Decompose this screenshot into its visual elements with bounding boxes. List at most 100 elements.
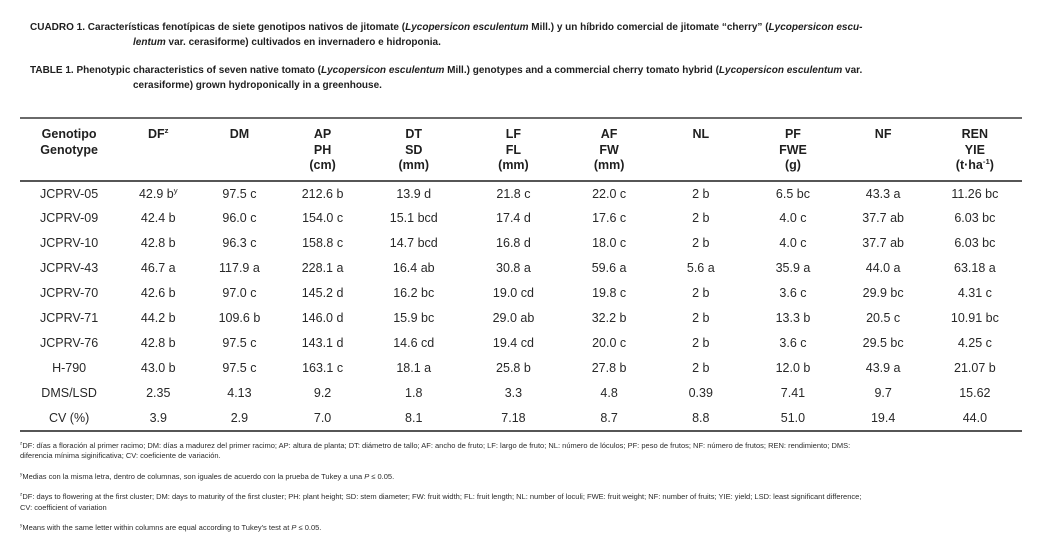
value-cell: 42.6 b xyxy=(140,286,176,300)
value-cell: 4.0 c xyxy=(779,236,807,250)
value-cell: 154.0 c xyxy=(302,211,344,225)
value-cell: 109.6 b xyxy=(218,311,261,325)
value-cell: 163.1 c xyxy=(302,361,344,375)
value-cell: 46.7 a xyxy=(140,261,176,275)
value-cell: 158.8 c xyxy=(302,236,344,250)
value-cell: 7.41 xyxy=(780,386,806,400)
table-row: JCPRV-76 42.8 b 97.5 c 143.1 d 14.6 cd 19.4 c… xyxy=(20,331,1022,356)
value-cell: 3.3 xyxy=(504,386,523,400)
value-cell: 3.9 xyxy=(149,410,167,425)
value-cell: 2 b xyxy=(692,236,710,250)
value-cell: 12.0 b xyxy=(775,361,811,375)
value-cell: 44.0 xyxy=(962,410,988,425)
value-cell: 15.62 xyxy=(959,386,991,400)
value-cell: 16.2 bc xyxy=(393,286,435,300)
value-cell: 3.6 c xyxy=(779,336,807,350)
value-cell: 2 b xyxy=(692,311,710,325)
genotype-cell: JCPRV-43 xyxy=(40,261,99,275)
table-row: JCPRV-70 42.6 b 97.0 c 145.2 d 16.2 bc 19.0 c… xyxy=(20,281,1022,306)
value-cell: 19.8 c xyxy=(592,286,627,300)
value-cell: 21.07 b xyxy=(954,361,996,375)
value-cell: 20.5 c xyxy=(866,311,901,325)
value-cell: 143.1 d xyxy=(301,336,344,350)
value-cell: 8.7 xyxy=(600,410,618,425)
table-row: JCPRV-71 44.2 b 109.6 b 146.0 d 15.9 bc 29.0 … xyxy=(20,306,1022,331)
value-cell: 8.1 xyxy=(405,410,423,425)
value-cell: 27.8 b xyxy=(591,361,627,375)
value-cell: 29.9 bc xyxy=(862,286,904,300)
value-cell: 25.8 b xyxy=(496,361,531,375)
value-cell: 15.9 bc xyxy=(393,311,435,325)
value-cell: 15.1 bcd xyxy=(389,211,438,225)
value-cell: 44.0 a xyxy=(865,261,901,275)
column-header-dm: DM xyxy=(198,118,281,182)
value-cell: 9.7 xyxy=(874,386,892,400)
genotype-cell: JCPRV-70 xyxy=(40,286,99,300)
genotype-cell: DMS/LSD xyxy=(41,386,97,400)
table-row: CV (%) 3.9 2.9 7.0 8.1 7.18 8.7 8.8 51.0 19.4 44.0 xyxy=(20,406,1022,431)
value-cell: 96.3 c xyxy=(222,236,257,250)
value-cell: 19.4 cd xyxy=(492,336,534,350)
footnotes: zDF: días a floración al primer racimo; … xyxy=(20,440,1034,534)
column-header-nl: NL xyxy=(654,118,748,182)
value-cell: 0.39 xyxy=(688,386,713,400)
value-cell: 4.31 c xyxy=(957,286,992,300)
table-row: JCPRV-43 46.7 a 117.9 a 228.1 a 16.4 ab 30.8 … xyxy=(20,256,1022,281)
value-cell: 43.9 a xyxy=(865,361,901,375)
value-cell: 9.2 xyxy=(313,386,332,400)
value-cell: 14.7 bcd xyxy=(389,236,438,250)
footnote-abbreviations-spanish: zDF: días a floración al primer racimo; … xyxy=(20,440,851,460)
value-cell: 29.5 bc xyxy=(862,336,904,350)
table-row: H-790 43.0 b 97.5 c 163.1 c 18.1 a 25.8 b 27.8… xyxy=(20,356,1022,381)
value-cell: 30.8 a xyxy=(496,261,531,275)
value-cell: 8.8 xyxy=(692,410,710,425)
column-header-ren-yie: REN YIE (t·ha-1) xyxy=(927,118,1022,182)
value-cell: 10.91 bc xyxy=(950,311,999,325)
value-cell: 97.5 c xyxy=(222,361,257,375)
value-cell: 19.4 xyxy=(870,410,896,425)
value-cell: 32.2 b xyxy=(591,311,627,325)
genotype-cell: CV (%) xyxy=(48,410,90,425)
table-caption-spanish: CUADRO 1. Características fenotípicas de… xyxy=(30,22,863,48)
value-cell: 2.9 xyxy=(230,410,249,425)
genotype-cell: H-790 xyxy=(52,361,87,375)
value-cell: 4.8 xyxy=(600,386,618,400)
value-cell: 21.8 c xyxy=(496,186,531,201)
value-cell: 16.4 ab xyxy=(392,261,435,275)
column-header-dt-sd: DT SD (mm) xyxy=(364,118,463,182)
value-cell: 16.8 d xyxy=(496,236,531,250)
genotype-cell: JCPRV-76 xyxy=(40,336,99,350)
footnote-abbreviations-english: zDF: days to flowering at the first clus… xyxy=(20,491,862,512)
genotype-cell: JCPRV-09 xyxy=(40,211,99,225)
table-body: JCPRV-05 42.9 by 97.5 c 212.6 b 13.9 d 21.8 c… xyxy=(20,181,1022,431)
table-row: JCPRV-09 42.4 b 96.0 c 154.0 c 15.1 bcd 17.4 … xyxy=(20,206,1022,231)
value-cell: 3.6 c xyxy=(779,286,807,300)
value-cell: 17.6 c xyxy=(592,211,627,225)
genotype-cell: JCPRV-05 xyxy=(40,186,99,201)
value-cell: 37.7 ab xyxy=(862,236,904,250)
value-cell: 42.4 b xyxy=(140,211,176,225)
value-cell: 29.0 ab xyxy=(492,311,535,325)
table-caption-english: TABLE 1. Phenotypic characteristics of s… xyxy=(30,65,863,91)
value-cell: 5.6 a xyxy=(686,261,715,275)
value-cell: 96.0 c xyxy=(222,211,257,225)
value-cell: 2 b xyxy=(692,186,710,201)
footnote-tukey-spanish: yMedias con la misma letra, dentro de co… xyxy=(20,471,395,481)
phenotype-table: Genotipo Genotype DFz DM AP PH (cm) DT SD (mm) LF F… xyxy=(20,117,1022,432)
column-header-lf-fl: LF FL (mm) xyxy=(462,118,565,182)
value-cell: 20.0 c xyxy=(592,336,627,350)
column-header-af-fw: AF FW (mm) xyxy=(564,118,655,182)
value-cell: 4.0 c xyxy=(779,211,807,225)
value-cell: 146.0 d xyxy=(301,311,344,325)
table-row: JCPRV-05 42.9 by 97.5 c 212.6 b 13.9 d 21.8 c… xyxy=(20,181,1022,206)
value-cell: 43.3 a xyxy=(865,186,901,201)
value-cell: 4.13 xyxy=(227,386,252,400)
value-cell: 51.0 xyxy=(780,410,806,425)
column-header-ap-ph: AP PH (cm) xyxy=(280,118,365,182)
genotype-cell: JCPRV-10 xyxy=(40,236,99,250)
value-cell: 7.0 xyxy=(313,410,332,425)
value-cell: 22.0 c xyxy=(592,186,627,201)
value-cell: 42.8 b xyxy=(140,236,176,250)
value-cell: 2 b xyxy=(692,211,710,225)
